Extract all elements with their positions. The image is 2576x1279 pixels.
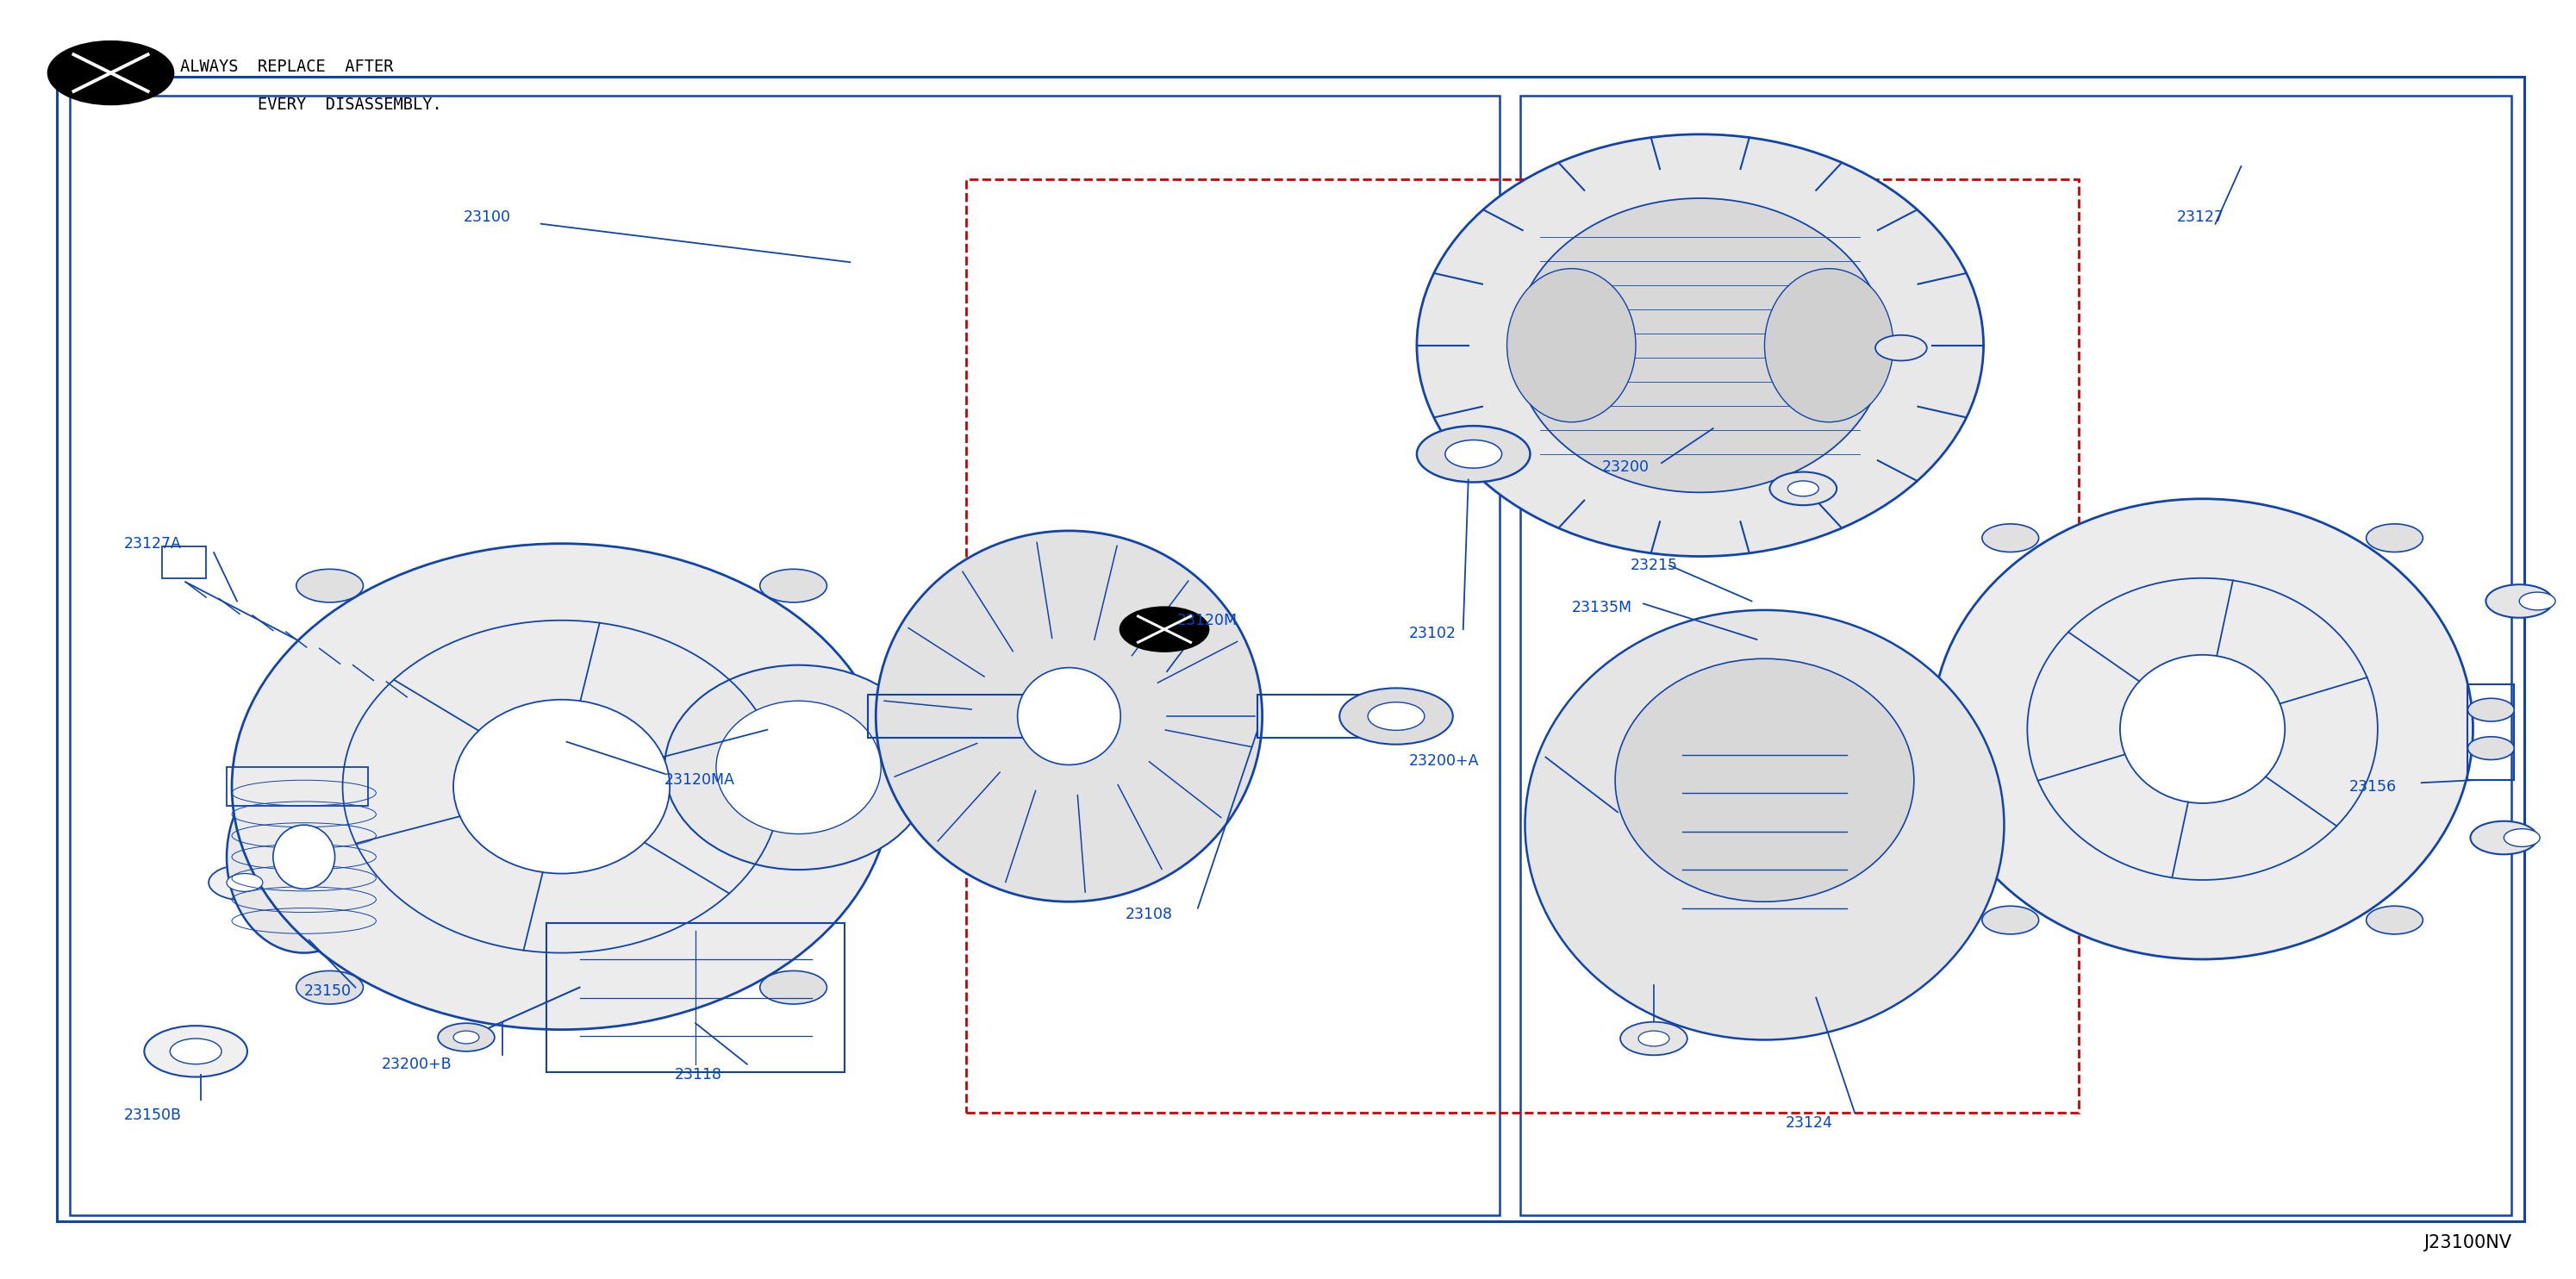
Bar: [1520, 96, 2512, 1215]
Text: 23200+A: 23200+A: [1409, 753, 1479, 769]
Text: J23100NV: J23100NV: [2424, 1234, 2512, 1252]
Text: 23135M: 23135M: [1571, 600, 1631, 615]
Text: 23120M: 23120M: [1177, 613, 1236, 628]
Circle shape: [2486, 585, 2553, 618]
Text: EVERY  DISASSEMBLY.: EVERY DISASSEMBLY.: [180, 97, 443, 113]
Ellipse shape: [665, 665, 933, 870]
Text: 23215: 23215: [1631, 558, 1677, 573]
Bar: [227, 767, 368, 806]
Ellipse shape: [232, 544, 891, 1030]
Ellipse shape: [716, 701, 881, 834]
Circle shape: [1875, 335, 1927, 361]
Circle shape: [2367, 906, 2424, 934]
Ellipse shape: [1615, 659, 1914, 902]
Circle shape: [1368, 702, 1425, 730]
Ellipse shape: [1525, 610, 2004, 1040]
Text: 23120MA: 23120MA: [665, 773, 734, 788]
Text: 23200+B: 23200+B: [381, 1056, 451, 1072]
Circle shape: [438, 1023, 495, 1051]
Circle shape: [144, 1026, 247, 1077]
Circle shape: [1981, 906, 2038, 934]
Circle shape: [170, 1039, 222, 1064]
Text: 23118: 23118: [675, 1067, 721, 1082]
Ellipse shape: [227, 761, 381, 953]
Circle shape: [1445, 440, 1502, 468]
Ellipse shape: [876, 531, 1262, 902]
Ellipse shape: [1765, 269, 1893, 422]
Text: 23200: 23200: [1602, 459, 1649, 475]
Text: 23124: 23124: [1785, 1115, 1832, 1131]
Ellipse shape: [1417, 134, 1984, 556]
Circle shape: [227, 874, 263, 891]
Bar: [2468, 684, 2514, 780]
Bar: [162, 546, 206, 578]
Ellipse shape: [1417, 426, 1530, 482]
Circle shape: [296, 971, 363, 1004]
Circle shape: [2504, 829, 2540, 847]
Ellipse shape: [1340, 688, 1453, 744]
Bar: [70, 96, 1499, 1215]
Text: 23127A: 23127A: [124, 536, 180, 551]
Circle shape: [1981, 524, 2038, 553]
Circle shape: [1770, 472, 1837, 505]
Bar: [1257, 694, 1373, 738]
Ellipse shape: [1515, 198, 1886, 492]
Circle shape: [760, 971, 827, 1004]
Ellipse shape: [1507, 269, 1636, 422]
Circle shape: [2470, 821, 2537, 854]
Circle shape: [1788, 481, 1819, 496]
Text: 23150: 23150: [304, 984, 350, 999]
Text: 23156: 23156: [2349, 779, 2396, 794]
Circle shape: [1638, 1031, 1669, 1046]
Bar: [966, 179, 2079, 1113]
Circle shape: [2519, 592, 2555, 610]
Circle shape: [49, 42, 173, 104]
Text: 23127: 23127: [2177, 210, 2223, 225]
Circle shape: [2367, 524, 2424, 553]
Circle shape: [2468, 698, 2514, 721]
Text: 23150B: 23150B: [124, 1108, 180, 1123]
Text: 23100: 23100: [464, 210, 510, 225]
Bar: [868, 694, 1074, 738]
Bar: [57, 77, 2524, 1221]
Circle shape: [2468, 737, 2514, 760]
Text: 23102: 23102: [1409, 625, 1455, 641]
Ellipse shape: [453, 700, 670, 874]
Ellipse shape: [273, 825, 335, 889]
Circle shape: [209, 865, 281, 900]
Ellipse shape: [1932, 499, 2473, 959]
Text: ALWAYS  REPLACE  AFTER: ALWAYS REPLACE AFTER: [180, 59, 394, 74]
Circle shape: [296, 569, 363, 602]
Circle shape: [1620, 1022, 1687, 1055]
Text: 23108: 23108: [1126, 907, 1172, 922]
Circle shape: [760, 569, 827, 602]
Circle shape: [1121, 608, 1208, 651]
Circle shape: [453, 1031, 479, 1044]
Ellipse shape: [2120, 655, 2285, 803]
Ellipse shape: [1018, 668, 1121, 765]
Bar: [546, 923, 845, 1072]
